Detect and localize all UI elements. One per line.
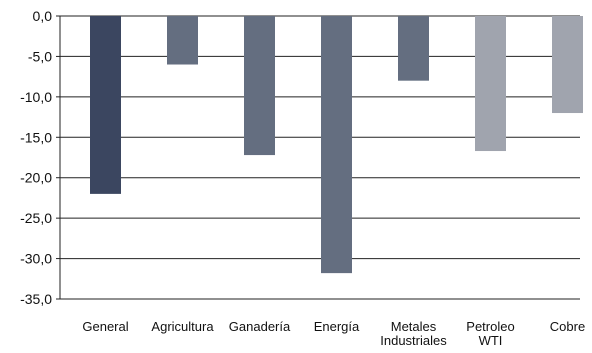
x-category-label: Metales [391, 319, 437, 334]
y-tick-label: -15,0 [20, 129, 52, 145]
x-category-label: Agricultura [151, 319, 214, 334]
y-tick-label: -5,0 [28, 48, 52, 64]
bar [398, 16, 429, 81]
labels: 0,0 -5,0 -10,0 -15,0 -20,0 -25,0 -30,0 -35,0 Gen… [20, 8, 585, 348]
bar [90, 16, 121, 194]
y-tick-label: -25,0 [20, 210, 52, 226]
y-tick-label: -10,0 [20, 89, 52, 105]
bar [167, 16, 198, 65]
bar [244, 16, 275, 156]
x-category-label: Energía [314, 319, 360, 334]
bars [90, 16, 583, 274]
bar [475, 16, 506, 152]
bar [552, 16, 583, 114]
x-category-label: Petroleo [466, 319, 514, 334]
axes [56, 15, 61, 300]
x-category-label: Ganadería [229, 319, 291, 334]
x-category-label: Cobre [550, 319, 585, 334]
x-category-label: WTI [479, 333, 503, 348]
x-category-label: General [82, 319, 128, 334]
gridlines [60, 15, 580, 300]
x-category-label: Industriales [380, 333, 447, 348]
bar [321, 16, 352, 274]
y-tick-label: -35,0 [20, 291, 52, 307]
y-tick-label: -20,0 [20, 170, 52, 186]
y-tick-label: -30,0 [20, 251, 52, 267]
y-tick-label: 0,0 [33, 8, 53, 24]
